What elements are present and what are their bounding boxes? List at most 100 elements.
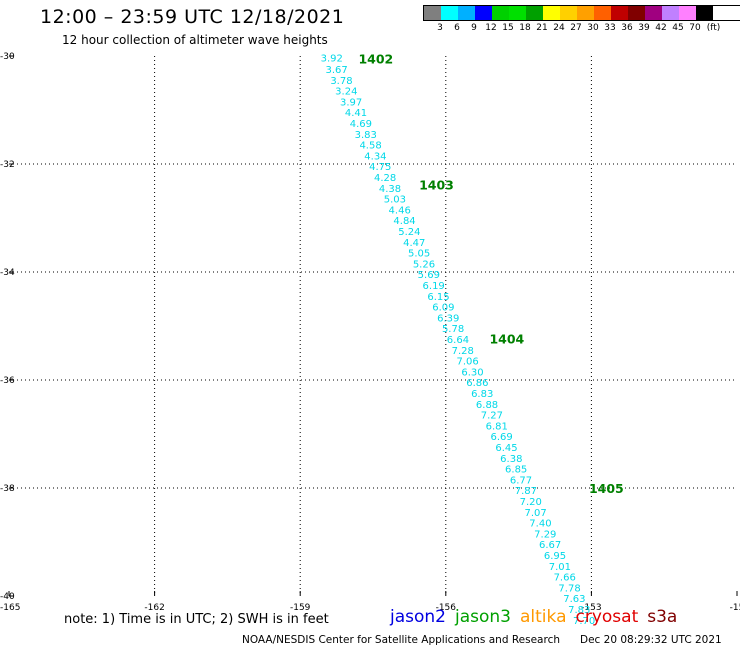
footer-note: note: 1) Time is in UTC; 2) SWH is in fe… [64, 612, 329, 627]
wave-height-label: 5.24 [398, 227, 420, 238]
wave-height-label: 4.28 [374, 173, 396, 184]
wave-height-label: 3.67 [325, 65, 347, 76]
legend-label: 36 [621, 23, 633, 33]
lon-tick-label: -15 [730, 603, 740, 613]
satellite-legend-altika: altika [520, 607, 567, 627]
legend-labels: 3 6 9 12 15 18 21 24 27 30 33 36 39 42 45 70 (ft) [423, 21, 740, 35]
wave-height-label: 5.03 [384, 195, 406, 206]
wave-height-label: 4.47 [403, 238, 425, 249]
wave-height-label: 6.85 [505, 465, 527, 476]
wave-height-label: 7.87 [515, 486, 537, 497]
legend-label: 18 [519, 23, 531, 33]
legend-swatch [679, 6, 696, 20]
pass-time-label: 1402 [358, 52, 393, 67]
satellite-legend-s3a: s3a [647, 607, 678, 627]
lon-tick-label: -165 [0, 603, 20, 613]
wave-height-label: 3.92 [321, 54, 343, 65]
wave-height-label: 7.27 [481, 411, 503, 422]
altimeter-track: 3.923.673.783.243.974.414.693.834.584.34… [321, 54, 596, 627]
wave-height-label: 6.86 [466, 378, 488, 389]
legend-label: 42 [655, 23, 667, 33]
wave-height-label: 5.78 [442, 324, 464, 335]
wave-height-label: 6.38 [500, 454, 522, 465]
legend-label: 33 [604, 23, 616, 33]
legend-label: 27 [570, 23, 582, 33]
legend-label: 9 [471, 23, 477, 33]
wave-height-label: 3.78 [330, 76, 352, 87]
wave-height-label: 4.75 [369, 162, 391, 173]
legend-label: 70 [689, 23, 701, 33]
wave-height-label: 3.97 [340, 97, 362, 108]
legend-swatch [594, 6, 611, 20]
wave-height-label: 7.01 [549, 562, 571, 573]
wave-height-label: 7.20 [520, 497, 542, 508]
wave-height-label: 3.24 [335, 87, 357, 98]
legend-label: 21 [536, 23, 548, 33]
wave-height-label: 4.84 [393, 216, 415, 227]
wave-height-label: 6.45 [495, 443, 517, 454]
wave-height-color-legend: 3 6 9 12 15 18 21 24 27 30 33 36 39 42 45 70 (ft) [423, 5, 740, 35]
wave-height-label: 7.40 [529, 519, 551, 530]
pass-time-label: 1403 [419, 178, 454, 193]
legend-label: 24 [553, 23, 565, 33]
legend-swatch [577, 6, 594, 20]
wave-height-label: 6.88 [476, 400, 498, 411]
map-axes: -30 -32 -34 -36 -38 -40-165 -162 -159 -156 -153 -1… [0, 52, 740, 613]
legend-label: (ft) [706, 23, 721, 33]
satellite-legend-cryosat: cryosat [575, 607, 639, 627]
legend-swatch [645, 6, 662, 20]
legend-swatch [441, 6, 458, 20]
wave-height-label: 6.81 [486, 421, 508, 432]
generated-timestamp: Dec 20 08:29:32 UTC 2021 [580, 634, 722, 646]
wave-height-label: 4.46 [389, 205, 411, 216]
legend-swatch [526, 6, 543, 20]
lat-tick-label: -32 [0, 160, 15, 170]
lat-tick-label: -34 [0, 268, 15, 278]
satellite-legend-jason2: jason2 [390, 607, 446, 627]
wave-height-label: 6.15 [427, 292, 449, 303]
lat-tick-label: -40 [0, 592, 15, 602]
wave-height-label: 4.34 [364, 151, 386, 162]
wave-height-label: 7.28 [452, 346, 474, 357]
wave-height-label: 6.69 [490, 432, 512, 443]
wave-height-label: 5.26 [413, 259, 435, 270]
map-title: 12:00 – 23:59 UTC 12/18/2021 [40, 6, 345, 28]
map-subtitle: 12 hour collection of altimeter wave hei… [62, 33, 328, 47]
legend-swatch [560, 6, 577, 20]
satellite-legend-jason3: jason3 [455, 607, 511, 627]
legend-label: 39 [638, 23, 650, 33]
legend-swatch-bar [423, 5, 740, 21]
legend-swatch [628, 6, 645, 20]
wave-height-label: 7.06 [457, 357, 479, 368]
legend-swatch [696, 6, 713, 20]
wave-height-label: 6.67 [539, 540, 561, 551]
lat-tick-label: -36 [0, 376, 15, 386]
legend-swatch [662, 6, 679, 20]
lon-tick-label: -162 [144, 603, 164, 613]
wave-height-label: 6.83 [471, 389, 493, 400]
credit-text: NOAA/NESDIS Center for Satellite Applica… [242, 634, 560, 646]
wave-height-label: 5.69 [418, 270, 440, 281]
legend-swatch [543, 6, 560, 20]
legend-swatch [475, 6, 492, 20]
legend-swatch [611, 6, 628, 20]
wave-height-label: 7.70 [573, 616, 595, 627]
wave-height-label: 7.78 [558, 583, 580, 594]
wave-height-label: 4.69 [350, 119, 372, 130]
legend-label: 6 [454, 23, 460, 33]
satellite-legend: jason2 jason3 altika cryosat s3a [390, 607, 686, 627]
wave-height-label: 4.41 [345, 108, 367, 119]
legend-swatch [458, 6, 475, 20]
legend-swatch [424, 6, 441, 20]
wave-height-label: 6.19 [423, 281, 445, 292]
wave-height-label: 7.29 [534, 529, 556, 540]
legend-label: 12 [485, 23, 497, 33]
wave-height-label: 7.63 [563, 594, 585, 605]
pass-time-labels: 1402 1403 1404 1405 [358, 52, 623, 496]
wave-height-label: 6.77 [510, 475, 532, 486]
legend-swatch [509, 6, 526, 20]
wave-height-label: 4.58 [359, 141, 381, 152]
wave-height-label: 7.07 [524, 508, 546, 519]
wave-height-label: 7.83 [568, 605, 590, 616]
legend-label: 15 [502, 23, 514, 33]
